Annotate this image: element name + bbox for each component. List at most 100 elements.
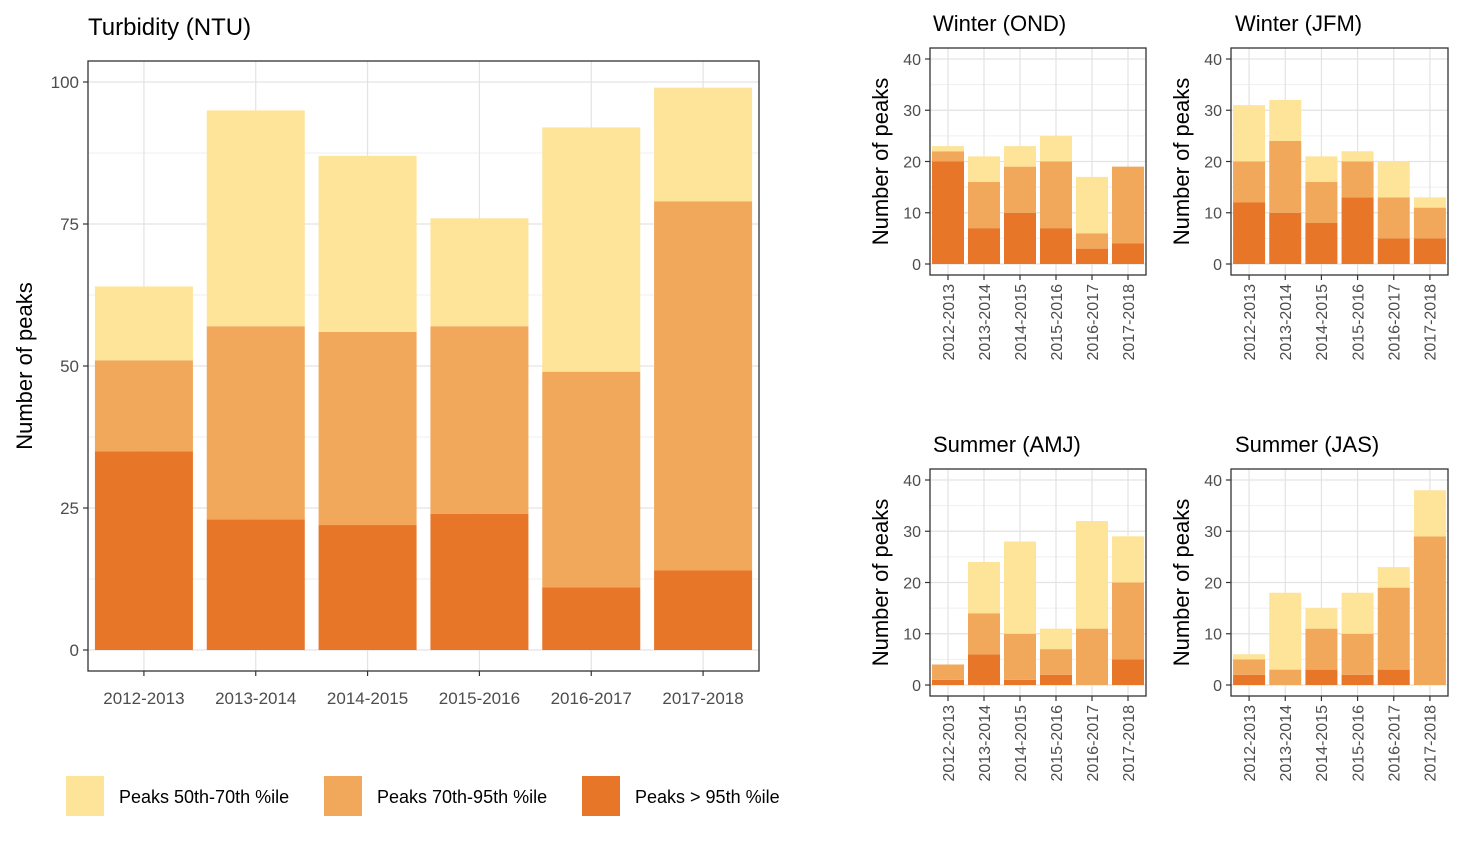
bar-mid-2014-2015 [1004, 166, 1036, 213]
y-tick-label: 30 [1204, 524, 1222, 541]
bar-low-2015-2016 [430, 218, 529, 327]
y-tick-label: 20 [1204, 575, 1222, 592]
bar-low-2013-2014 [1269, 592, 1302, 670]
bar-high-2015-2016 [1040, 674, 1072, 685]
y-tick-label: 0 [1213, 257, 1222, 274]
bar-low-2013-2014 [1269, 100, 1302, 141]
bar-mid-2015-2016 [1341, 633, 1374, 675]
y-tick-label: 40 [903, 52, 921, 69]
bar-high-2017-2018 [1413, 238, 1446, 264]
bar-low-2015-2016 [1341, 151, 1374, 162]
chart-title: Summer (JAS) [1235, 432, 1379, 457]
bar-high-2013-2014 [206, 519, 305, 650]
bar-low-2014-2015 [1004, 541, 1036, 634]
x-tick-label: 2017-2018 [1121, 284, 1138, 361]
bar-mid-2016-2017 [1377, 587, 1410, 670]
bar-mid-2012-2013 [932, 664, 964, 680]
bar-high-2012-2013 [932, 161, 964, 264]
bar-high-2013-2014 [968, 228, 1000, 264]
y-tick-label: 40 [1204, 52, 1222, 69]
y-tick-label: 75 [60, 215, 79, 234]
x-tick-label: 2013-2014 [1278, 284, 1295, 361]
bar-mid-2016-2017 [1377, 197, 1410, 239]
bar-low-2014-2015 [1305, 608, 1338, 629]
bar-high-2012-2013 [94, 451, 193, 650]
bar-high-2016-2017 [1076, 248, 1108, 264]
x-tick-label: 2012-2013 [941, 705, 958, 782]
legend-label: Peaks 70th-95th %ile [377, 787, 547, 807]
bar-low-2017-2018 [1413, 197, 1446, 208]
bar-mid-2012-2013 [94, 360, 193, 452]
x-tick-label: 2014-2015 [327, 689, 408, 708]
bar-mid-2014-2015 [1305, 628, 1338, 670]
y-tick-label: 20 [903, 154, 921, 171]
bar-mid-2014-2015 [1004, 633, 1036, 680]
bar-high-2014-2015 [318, 525, 417, 650]
y-tick-label: 30 [903, 524, 921, 541]
bar-mid-2015-2016 [1341, 161, 1374, 198]
bar-high-2014-2015 [1004, 212, 1036, 264]
bar-mid-2016-2017 [1076, 233, 1108, 249]
y-axis-title: Number of peaks [868, 499, 893, 667]
bar-low-2015-2016 [1040, 628, 1072, 650]
chart-title: Turbidity (NTU) [88, 14, 251, 41]
bar-mid-2013-2014 [1269, 141, 1302, 213]
x-tick-label: 2015-2016 [439, 689, 520, 708]
chart-panel-main: 0 25 50 75 100 2012-2013 2013-2014 2014-2015 201… [12, 14, 760, 708]
legend-label: Peaks > 95th %ile [635, 787, 780, 807]
x-tick-label: 2016-2017 [551, 689, 632, 708]
x-tick-label: 2014-2015 [1314, 705, 1331, 782]
bar-low-2012-2013 [1233, 105, 1266, 162]
y-tick-label: 40 [1204, 473, 1222, 490]
bar-high-2012-2013 [1233, 674, 1266, 685]
bar-low-2013-2014 [968, 562, 1000, 614]
x-tick-label: 2017-2018 [1423, 284, 1440, 361]
bar-low-2016-2017 [1076, 521, 1108, 629]
x-tick-label: 2016-2017 [1085, 284, 1102, 361]
x-tick-label: 2015-2016 [1049, 705, 1066, 782]
bar-mid-2017-2018 [1413, 207, 1446, 239]
bar-low-2017-2018 [654, 87, 753, 202]
bar-high-2016-2017 [542, 587, 641, 650]
bar-mid-2012-2013 [932, 151, 964, 162]
legend-swatch-high [582, 776, 620, 816]
x-tick-label: 2014-2015 [1013, 284, 1030, 361]
bar-low-2014-2015 [1004, 146, 1036, 167]
bar-high-2012-2013 [932, 679, 964, 685]
x-tick-label: 2012-2013 [1242, 705, 1259, 782]
y-tick-label: 0 [912, 678, 921, 695]
y-tick-label: 30 [1204, 103, 1222, 120]
bar-low-2016-2017 [1377, 161, 1410, 198]
bar-mid-2012-2013 [1233, 659, 1266, 675]
x-tick-label: 2012-2013 [941, 284, 958, 361]
y-tick-label: 20 [903, 575, 921, 592]
bar-high-2017-2018 [654, 570, 753, 650]
x-tick-label: 2015-2016 [1350, 284, 1367, 361]
bar-mid-2017-2018 [1112, 166, 1144, 244]
x-tick-label: 2016-2017 [1387, 284, 1404, 361]
y-tick-label: 100 [51, 73, 79, 92]
x-tick-label: 2014-2015 [1314, 284, 1331, 361]
y-tick-label: 20 [1204, 154, 1222, 171]
bar-low-2013-2014 [968, 156, 1000, 182]
x-tick-label: 2017-2018 [662, 689, 743, 708]
bar-high-2013-2014 [1269, 212, 1302, 264]
bar-high-2014-2015 [1305, 223, 1338, 264]
chart-title: Winter (OND) [933, 11, 1066, 36]
y-axis-title: Number of peaks [868, 78, 893, 246]
y-tick-label: 10 [1204, 627, 1222, 644]
bar-low-2012-2013 [932, 146, 964, 152]
bar-high-2016-2017 [1377, 669, 1410, 685]
bar-mid-2017-2018 [1112, 582, 1144, 660]
x-tick-label: 2015-2016 [1350, 705, 1367, 782]
bar-high-2016-2017 [1377, 238, 1410, 264]
bar-low-2013-2014 [206, 110, 305, 327]
chart-panel-ond: 0 10 20 30 40 2012-2013 2013-2014 2014-2015 2015… [868, 11, 1147, 361]
bar-high-2012-2013 [1233, 202, 1266, 264]
bar-low-2016-2017 [1076, 176, 1108, 234]
chart-title: Winter (JFM) [1235, 11, 1362, 36]
bar-low-2012-2013 [1233, 654, 1266, 660]
bar-mid-2017-2018 [654, 201, 753, 571]
x-tick-label: 2015-2016 [1049, 284, 1066, 361]
